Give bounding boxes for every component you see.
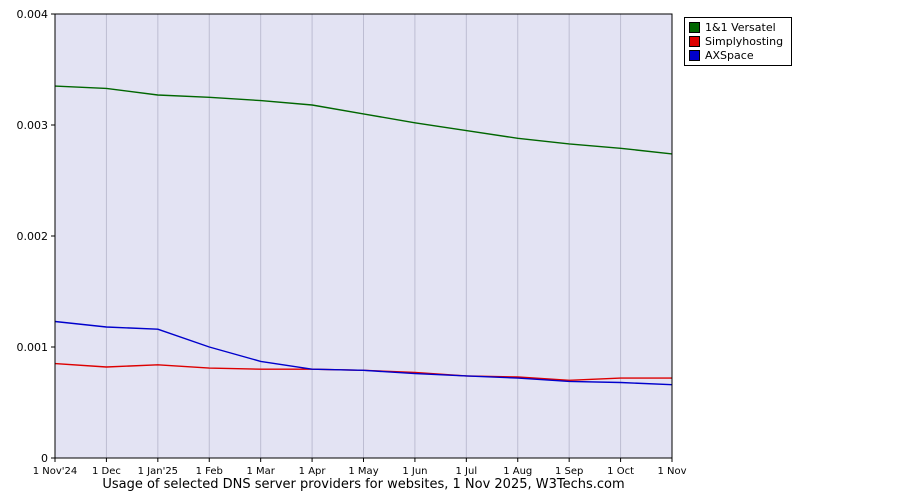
- y-axis-label: 0.004: [17, 8, 49, 21]
- chart-title: Usage of selected DNS server providers f…: [102, 477, 625, 492]
- legend-swatch-red: [689, 36, 700, 47]
- x-axis-label: 1 Jul: [456, 466, 478, 477]
- legend-swatch-blue: [689, 50, 700, 61]
- y-axis-label: 0.003: [17, 119, 49, 132]
- x-axis-label: 1 Jan'25: [138, 466, 178, 477]
- series-line-2: [54, 320, 673, 386]
- legend: 1&1 Versatel Simplyhosting AXSpace: [684, 17, 793, 66]
- x-axis-label: 1 Aug: [503, 466, 532, 477]
- x-axis-label: 1 May: [348, 466, 378, 477]
- legend-label: Simplyhosting: [705, 35, 784, 48]
- legend-item: Simplyhosting: [689, 35, 783, 48]
- legend-item: AXSpace: [689, 49, 783, 62]
- legend-label: AXSpace: [705, 49, 754, 62]
- legend-label: 1&1 Versatel: [705, 21, 776, 34]
- y-axis-label: 0.002: [17, 230, 49, 243]
- y-axis-label: 0.001: [17, 341, 49, 354]
- x-axis-label: 1 Dec: [92, 466, 121, 477]
- x-axis-label: 1 Mar: [246, 466, 275, 477]
- x-axis-label: 1 Apr: [299, 466, 327, 477]
- x-axis-label: 1 Oct: [607, 466, 634, 477]
- series-line-0: [54, 85, 673, 155]
- x-axis-label: 1 Nov: [657, 466, 686, 477]
- legend-item: 1&1 Versatel: [689, 21, 783, 34]
- x-axis-label: 1 Nov'24: [33, 466, 78, 477]
- x-axis-label: 1 Jun: [402, 466, 427, 477]
- x-axis-label: 1 Feb: [196, 466, 223, 477]
- y-axis-label: 0: [41, 452, 48, 465]
- legend-swatch-green: [689, 22, 700, 33]
- x-axis-label: 1 Sep: [555, 466, 583, 477]
